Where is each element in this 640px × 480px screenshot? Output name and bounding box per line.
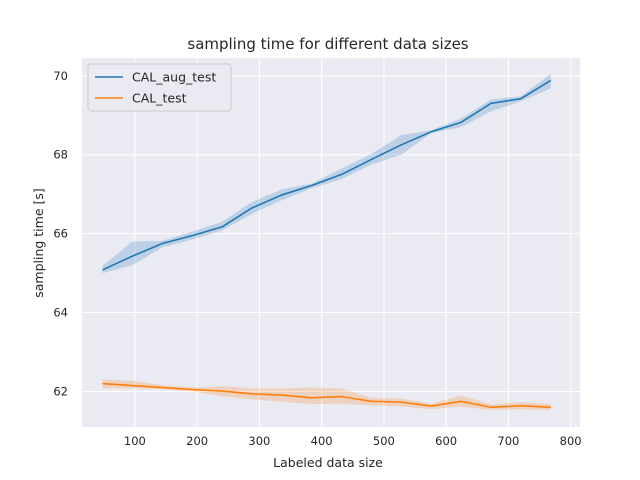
legend-label-2: CAL_test <box>132 91 187 106</box>
x-tick-label: 300 <box>248 434 270 448</box>
series-line-2 <box>102 382 551 409</box>
tick-labels: 100 200 300 400 500 600 700 800 62 64 66 68 70 <box>53 69 581 448</box>
y-axis-label: sampling time [s] <box>31 188 46 298</box>
confidence-band-1 <box>102 73 551 274</box>
x-tick-label: 700 <box>497 434 519 448</box>
y-tick-label: 64 <box>53 306 68 320</box>
series-lines <box>102 79 552 409</box>
confidence-band-2 <box>102 379 551 411</box>
legend-label-1: CAL_aug_test <box>132 70 216 85</box>
legend-box <box>87 63 232 112</box>
series-line-1 <box>102 79 552 271</box>
x-tick-label: 800 <box>560 434 582 448</box>
x-tick-label: 600 <box>435 434 457 448</box>
x-tick-label: 400 <box>311 434 333 448</box>
confidence-bands <box>102 73 551 411</box>
x-axis-label: Labeled data size <box>273 455 383 470</box>
grid <box>82 58 580 427</box>
y-tick-label: 68 <box>53 148 68 162</box>
y-tick-label: 66 <box>53 227 68 241</box>
x-tick-label: 500 <box>373 434 395 448</box>
chart-title: sampling time for different data sizes <box>187 35 468 53</box>
legend: CAL_aug_test CAL_test <box>87 63 232 112</box>
x-tick-label: 100 <box>124 434 146 448</box>
y-tick-label: 70 <box>53 69 68 83</box>
y-tick-label: 62 <box>53 384 68 398</box>
x-tick-label: 200 <box>186 434 208 448</box>
